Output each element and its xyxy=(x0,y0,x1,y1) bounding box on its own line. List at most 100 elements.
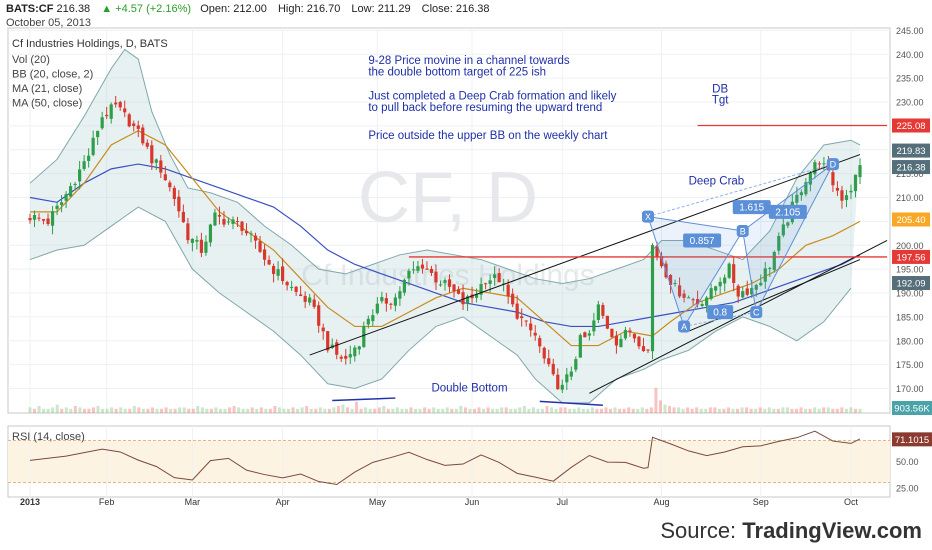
volume-bar xyxy=(858,408,862,413)
volume-bar xyxy=(141,408,145,413)
candle-body xyxy=(371,315,375,322)
volume-bar xyxy=(631,408,635,413)
open-value: 212.00 xyxy=(233,3,267,15)
source-brand: TradingView.com xyxy=(742,518,922,543)
volume-bar xyxy=(246,408,250,413)
volume-bar xyxy=(291,407,295,413)
volume-bar xyxy=(60,408,64,413)
candle-body xyxy=(497,273,501,283)
candle-body xyxy=(105,114,109,117)
volume-bar xyxy=(282,408,286,413)
volume-bar xyxy=(658,400,662,413)
volume-bar xyxy=(332,407,336,413)
candle-body xyxy=(520,316,524,319)
volume-bar xyxy=(472,408,476,413)
candle-body xyxy=(281,266,285,282)
volume-bar xyxy=(554,408,558,413)
volume-bar xyxy=(33,408,37,413)
candle-body xyxy=(479,284,483,295)
pattern-point-marker xyxy=(678,320,691,333)
candle-body xyxy=(353,347,357,357)
volume-bar xyxy=(572,408,576,413)
candle-body xyxy=(777,235,781,251)
volume-bar xyxy=(840,407,844,413)
chart-annotation: the double bottom target of 225 ish xyxy=(368,66,546,78)
volume-bar xyxy=(804,408,808,413)
volume-bar xyxy=(722,408,726,413)
ratio-label: 0.8 xyxy=(713,308,727,319)
chart-annotation: to pull back before resuming the upward … xyxy=(368,102,602,114)
candle-body xyxy=(673,282,677,284)
candle-body xyxy=(55,205,59,209)
pattern-ac-line xyxy=(683,311,757,327)
volume-bar xyxy=(37,406,41,413)
candle-body xyxy=(772,252,776,270)
last-price: 216.38 xyxy=(56,3,91,15)
candle-body xyxy=(344,355,348,359)
candle-body xyxy=(592,320,596,332)
volume-bar xyxy=(609,408,613,413)
volume-bar xyxy=(831,408,835,413)
price-tick-label: 210.00 xyxy=(896,193,924,203)
rsi-label-badge xyxy=(892,432,932,447)
volume-bar xyxy=(69,408,73,413)
candle-body xyxy=(754,284,758,290)
source-prefix: Source: xyxy=(660,518,743,543)
volume-bar xyxy=(300,407,304,413)
candle-body xyxy=(569,371,573,377)
volume-bar xyxy=(359,408,363,413)
candle-body xyxy=(132,123,136,127)
candle-body xyxy=(768,267,772,269)
candle-body xyxy=(538,338,542,347)
volume-bar xyxy=(400,408,404,413)
price-tick-label: 245.00 xyxy=(896,26,924,36)
volume-bar xyxy=(169,408,173,413)
price-label-badge xyxy=(892,118,930,133)
candle-body xyxy=(831,172,835,186)
volume-bar xyxy=(364,407,368,413)
candle-body xyxy=(59,202,64,205)
volume-bar xyxy=(82,408,86,413)
candle-body xyxy=(384,298,388,304)
candle-body xyxy=(425,268,429,270)
ratio-label: 2.105 xyxy=(775,207,800,218)
volume-bar xyxy=(454,408,458,413)
candle-body xyxy=(335,342,339,355)
volume-bar xyxy=(137,407,141,413)
symbol: BATS:CF xyxy=(6,3,54,15)
pattern-point-marker xyxy=(826,158,839,171)
candle-body xyxy=(222,218,226,225)
volume-bar xyxy=(350,408,354,413)
time-tick-label: Feb xyxy=(99,497,115,507)
candle-body xyxy=(835,187,840,191)
volume-bar xyxy=(459,406,463,413)
ratio-label: 0.857 xyxy=(690,236,715,247)
candle-body xyxy=(177,196,181,212)
candle-body xyxy=(705,297,709,306)
candle-body xyxy=(583,332,587,338)
candle-body xyxy=(434,271,438,283)
candle-body xyxy=(267,259,271,265)
volume-bar xyxy=(96,406,100,413)
pattern-point-marker xyxy=(750,306,763,319)
volume-bar xyxy=(649,407,653,413)
candle-body xyxy=(623,329,628,339)
price-label-badge xyxy=(892,160,930,175)
volume-bar xyxy=(345,407,349,413)
candle-body xyxy=(402,279,407,293)
volume-label-text: 903.56K xyxy=(894,404,930,415)
time-tick-label: May xyxy=(369,497,387,507)
volume-bar xyxy=(87,408,91,413)
volume-bar xyxy=(849,407,853,413)
volume-bar xyxy=(581,408,585,413)
volume-bar xyxy=(132,406,136,413)
chart-header: BATS:CF 216.38 ▲ +4.57 (+2.16%) Open: 21… xyxy=(6,2,498,30)
volume-bar xyxy=(545,406,549,413)
volume-bar xyxy=(835,408,839,413)
volume-bar xyxy=(599,408,603,413)
volume-bar xyxy=(844,408,848,413)
candle-body xyxy=(339,356,343,359)
volume-bar xyxy=(287,408,291,413)
candle-body xyxy=(100,117,104,129)
